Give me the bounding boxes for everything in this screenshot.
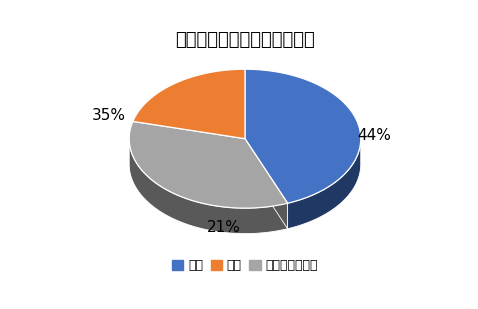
Text: 44%: 44%: [358, 128, 391, 143]
Text: ハリアーの燃費・満足度調査: ハリアーの燃費・満足度調査: [175, 31, 315, 49]
Polygon shape: [245, 139, 288, 229]
Polygon shape: [133, 69, 245, 139]
Polygon shape: [245, 139, 288, 229]
Polygon shape: [129, 121, 288, 208]
Text: 35%: 35%: [91, 108, 125, 123]
Legend: 満足, 不満, どちらでもない: 満足, 不満, どちらでもない: [167, 254, 323, 277]
Polygon shape: [288, 139, 361, 229]
Text: 21%: 21%: [207, 220, 241, 235]
Polygon shape: [129, 139, 288, 234]
Polygon shape: [245, 69, 361, 203]
